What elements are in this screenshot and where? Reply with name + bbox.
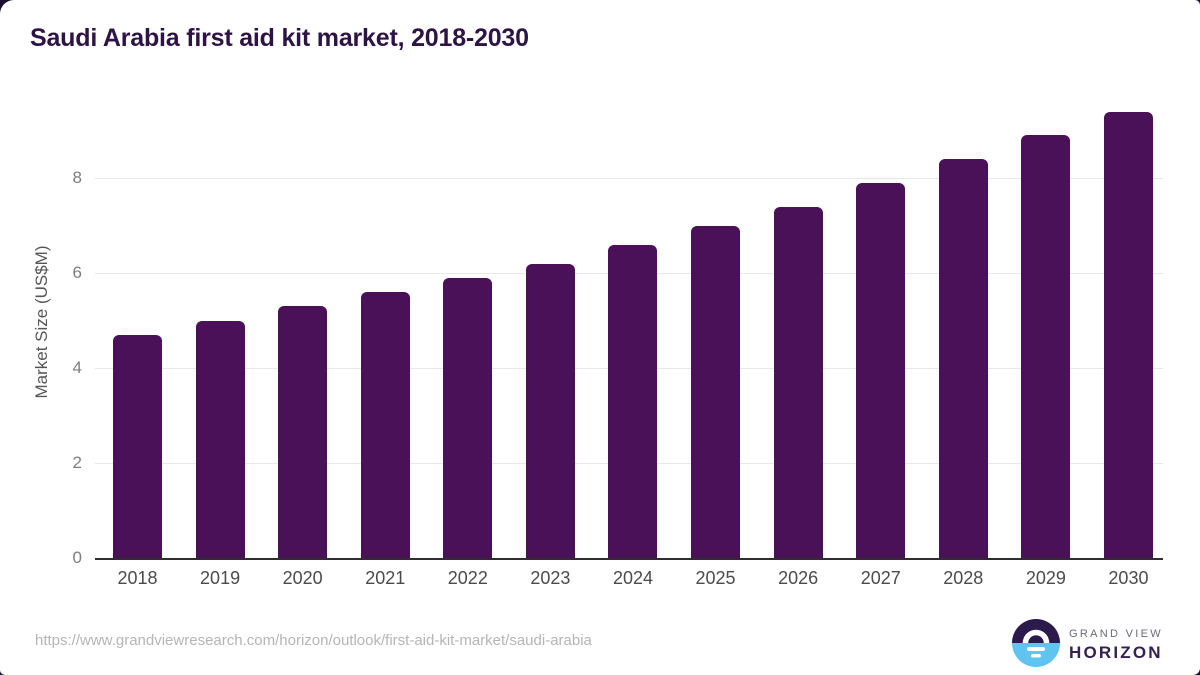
brand-logo-text: GRAND VIEW HORIZON: [1069, 628, 1163, 663]
x-tick-2027: 2027: [860, 568, 901, 588]
bar-2027[interactable]: [856, 182, 906, 558]
y-tick-6: 6: [72, 263, 82, 282]
horizon-sun-icon: [1012, 619, 1060, 672]
x-tick-2019: 2019: [200, 568, 241, 588]
bar-2030[interactable]: [1103, 111, 1153, 558]
x-tick-2029: 2029: [1025, 568, 1066, 588]
gridline-8: [95, 178, 1163, 179]
bar-2025[interactable]: [691, 225, 741, 558]
y-tick-8: 8: [72, 168, 82, 187]
x-tick-2030: 2030: [1108, 568, 1149, 588]
x-tick-2024: 2024: [612, 568, 653, 588]
bar-2029[interactable]: [1021, 135, 1071, 558]
bar-2026[interactable]: [773, 206, 823, 558]
bar-2020[interactable]: [278, 306, 328, 558]
bar-2018[interactable]: [113, 334, 162, 558]
page-title: Saudi Arabia first aid kit market, 2018-…: [30, 24, 529, 52]
x-tick-2026: 2026: [778, 568, 819, 588]
bar-2028[interactable]: [938, 159, 988, 558]
x-tick-2021: 2021: [365, 568, 406, 588]
source-url: https://www.grandviewresearch.com/horizo…: [35, 632, 592, 649]
y-tick-2: 2: [72, 453, 82, 472]
y-tick-4: 4: [72, 358, 82, 377]
bar-2019[interactable]: [195, 320, 245, 558]
x-tick-2022: 2022: [447, 568, 488, 588]
brand-name-top: GRAND VIEW: [1069, 628, 1163, 640]
bar-2023[interactable]: [525, 263, 575, 558]
bar-2024[interactable]: [608, 244, 658, 558]
brand-name-bottom: HORIZON: [1069, 643, 1163, 662]
x-tick-2028: 2028: [943, 568, 984, 588]
x-tick-2023: 2023: [530, 568, 571, 588]
x-tick-2020: 2020: [282, 568, 323, 588]
bar-2021[interactable]: [360, 292, 410, 558]
x-tick-2018: 2018: [117, 568, 158, 588]
x-tick-2025: 2025: [695, 568, 736, 588]
y-tick-0: 0: [72, 548, 82, 567]
brand-logo: GRAND VIEW HORIZON: [1012, 619, 1163, 672]
plot-area: [95, 98, 1163, 560]
bar-2022[interactable]: [443, 277, 493, 558]
